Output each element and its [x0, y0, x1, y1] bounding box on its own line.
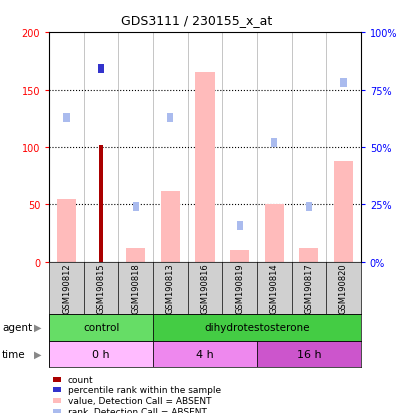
- Bar: [167, 113, 173, 122]
- Text: 0 h: 0 h: [92, 349, 110, 359]
- Text: count: count: [67, 375, 93, 384]
- Bar: [98, 65, 104, 74]
- Text: ▶: ▶: [34, 322, 42, 332]
- Bar: [270, 138, 276, 148]
- Bar: [339, 79, 346, 88]
- Bar: [305, 203, 311, 212]
- Bar: [229, 251, 249, 262]
- Text: rank, Detection Call = ABSENT: rank, Detection Call = ABSENT: [67, 407, 206, 413]
- Text: GSM190814: GSM190814: [269, 263, 278, 313]
- Bar: [57, 199, 76, 262]
- Text: percentile rank within the sample: percentile rank within the sample: [67, 385, 220, 394]
- Text: dihydrotestosterone: dihydrotestosterone: [204, 322, 309, 332]
- Text: GDS3111 / 230155_x_at: GDS3111 / 230155_x_at: [121, 14, 272, 26]
- Bar: [63, 113, 70, 122]
- Text: GSM190818: GSM190818: [131, 263, 140, 313]
- Text: 4 h: 4 h: [196, 349, 213, 359]
- Text: control: control: [83, 322, 119, 332]
- Bar: [160, 191, 180, 262]
- Bar: [126, 249, 145, 262]
- Text: GSM190815: GSM190815: [97, 263, 106, 313]
- Bar: [236, 221, 242, 230]
- Text: time: time: [2, 349, 26, 359]
- Bar: [195, 73, 214, 262]
- Text: GSM190816: GSM190816: [200, 263, 209, 313]
- Bar: [256, 341, 360, 368]
- Bar: [153, 314, 360, 341]
- Text: agent: agent: [2, 322, 32, 332]
- Bar: [49, 314, 153, 341]
- Text: GSM190820: GSM190820: [338, 263, 347, 313]
- Bar: [133, 203, 139, 212]
- Text: GSM190812: GSM190812: [62, 263, 71, 313]
- Bar: [299, 249, 318, 262]
- Bar: [201, 12, 208, 21]
- Bar: [99, 145, 103, 262]
- Text: 16 h: 16 h: [296, 349, 320, 359]
- Bar: [264, 205, 283, 262]
- Text: value, Detection Call = ABSENT: value, Detection Call = ABSENT: [67, 396, 211, 405]
- Bar: [153, 341, 256, 368]
- Text: ▶: ▶: [34, 349, 42, 359]
- Bar: [333, 161, 352, 262]
- Text: GSM190817: GSM190817: [303, 263, 312, 313]
- Text: GSM190813: GSM190813: [166, 263, 175, 313]
- Text: GSM190819: GSM190819: [234, 263, 243, 313]
- Bar: [49, 341, 153, 368]
